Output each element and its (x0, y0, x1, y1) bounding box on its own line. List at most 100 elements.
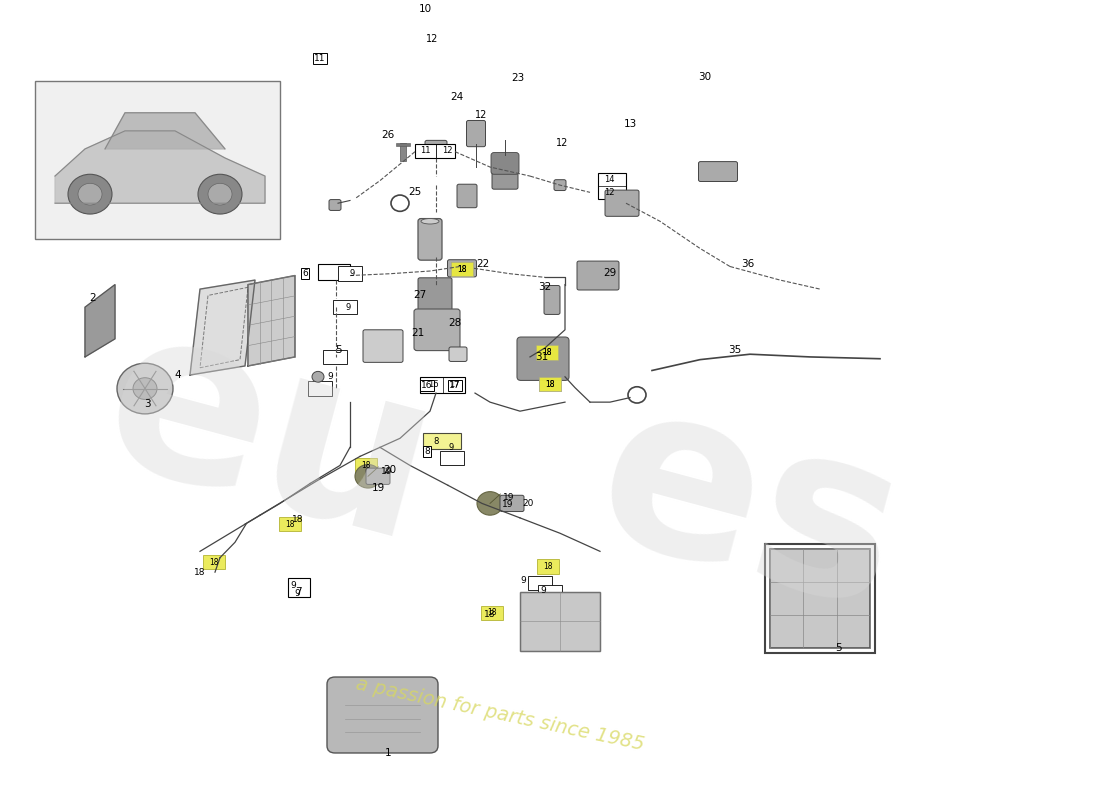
FancyBboxPatch shape (425, 140, 447, 158)
Circle shape (133, 378, 157, 399)
FancyBboxPatch shape (449, 347, 468, 362)
Bar (537, 559, 559, 574)
Text: 21: 21 (411, 327, 425, 338)
Polygon shape (85, 285, 116, 357)
FancyBboxPatch shape (605, 190, 639, 216)
Text: 18: 18 (293, 515, 304, 524)
Text: 18: 18 (542, 348, 552, 357)
FancyBboxPatch shape (418, 278, 452, 313)
Text: 24: 24 (450, 91, 463, 102)
Text: 9: 9 (327, 372, 333, 382)
Text: 5: 5 (835, 643, 842, 653)
Bar (355, 458, 377, 473)
Bar (440, 451, 464, 466)
Text: 29: 29 (604, 268, 617, 278)
FancyBboxPatch shape (491, 153, 519, 174)
Circle shape (208, 183, 232, 205)
Text: 18: 18 (546, 379, 554, 389)
Text: 5: 5 (334, 345, 341, 354)
Bar (764, 544, 875, 653)
Text: 16: 16 (428, 381, 438, 390)
Circle shape (68, 174, 112, 214)
Text: 26: 26 (382, 130, 395, 140)
Ellipse shape (421, 218, 439, 224)
FancyBboxPatch shape (327, 677, 438, 753)
Bar (536, 345, 558, 360)
Text: 18: 18 (487, 608, 497, 618)
Text: 20: 20 (522, 499, 534, 508)
Text: 12: 12 (604, 188, 614, 197)
Bar (538, 585, 562, 599)
Bar (528, 576, 552, 590)
Bar (451, 262, 473, 277)
Bar (415, 145, 455, 158)
Text: 9: 9 (449, 443, 453, 452)
Text: 31: 31 (536, 352, 549, 362)
Text: 12: 12 (442, 146, 452, 155)
Bar (396, 142, 410, 146)
Text: 9: 9 (290, 581, 296, 590)
Text: 13: 13 (624, 118, 637, 129)
Text: eu: eu (82, 286, 458, 591)
Text: 22: 22 (476, 258, 490, 269)
Bar (308, 382, 332, 396)
Polygon shape (190, 280, 255, 375)
Bar (338, 266, 362, 281)
Circle shape (117, 363, 173, 414)
Text: 36: 36 (741, 258, 755, 269)
Text: 32: 32 (538, 282, 551, 292)
Text: 18: 18 (361, 461, 371, 470)
Text: 18: 18 (458, 265, 466, 274)
FancyBboxPatch shape (456, 184, 477, 208)
Text: 19: 19 (381, 467, 393, 476)
Circle shape (355, 465, 381, 488)
Circle shape (477, 492, 503, 515)
Text: es: es (575, 362, 925, 660)
Text: 4: 4 (175, 370, 182, 380)
Text: 25: 25 (408, 187, 421, 198)
Bar (770, 549, 870, 648)
Text: 18: 18 (285, 520, 295, 529)
Text: 8: 8 (433, 438, 439, 446)
Text: 6: 6 (302, 270, 308, 278)
Text: 17: 17 (449, 382, 461, 390)
FancyBboxPatch shape (363, 330, 403, 362)
FancyBboxPatch shape (698, 162, 737, 182)
FancyBboxPatch shape (544, 286, 560, 314)
Text: 19: 19 (372, 483, 385, 493)
Text: 3: 3 (144, 399, 151, 409)
Bar (400, 142, 406, 161)
Text: 12: 12 (556, 138, 569, 148)
Text: 18: 18 (195, 568, 206, 577)
Bar (481, 606, 503, 620)
Text: 18: 18 (484, 610, 496, 619)
Text: a passion for parts since 1985: a passion for parts since 1985 (354, 674, 646, 754)
Text: 9: 9 (350, 270, 354, 278)
Text: 1: 1 (385, 748, 392, 758)
FancyBboxPatch shape (554, 180, 566, 190)
Text: 18: 18 (209, 558, 219, 566)
Bar (279, 517, 301, 531)
Circle shape (312, 371, 324, 382)
Text: 30: 30 (698, 72, 712, 82)
Bar (318, 264, 350, 280)
Bar (598, 174, 626, 198)
Text: 17: 17 (449, 381, 460, 390)
Bar (35, 81, 280, 239)
Bar (536, 345, 558, 360)
Text: 18: 18 (458, 265, 466, 274)
Text: 11: 11 (315, 54, 326, 63)
Bar (539, 377, 561, 391)
Polygon shape (248, 275, 295, 366)
FancyBboxPatch shape (414, 309, 460, 350)
Text: 18: 18 (542, 348, 552, 357)
FancyBboxPatch shape (366, 468, 390, 485)
Circle shape (78, 183, 102, 205)
Text: 14: 14 (604, 175, 614, 184)
Text: 18: 18 (543, 562, 552, 571)
Text: 8: 8 (425, 447, 430, 456)
Text: 16: 16 (421, 382, 432, 390)
Text: 9: 9 (540, 586, 546, 594)
Text: 9: 9 (345, 302, 351, 312)
Bar (288, 578, 310, 597)
